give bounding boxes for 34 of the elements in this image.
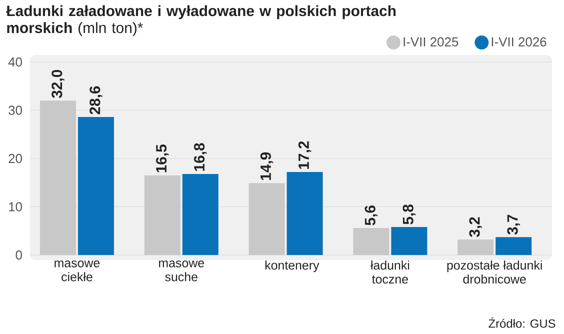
y-tick-label: 30 xyxy=(8,106,22,115)
data-label: 17,2 xyxy=(298,141,312,169)
data-label: 16,5 xyxy=(156,144,169,172)
data-label: 32,0 xyxy=(52,70,64,98)
data-label: 5,6 xyxy=(364,206,378,226)
data-label: 3,2 xyxy=(469,217,482,238)
bar xyxy=(40,100,76,255)
x-tick-label: masowe suche xyxy=(159,260,204,282)
x-tick-label: ładunki toczne xyxy=(370,260,410,284)
data-label: 3,7 xyxy=(507,214,520,235)
bar xyxy=(78,117,114,255)
bar xyxy=(496,237,532,255)
legend-label: I-VII 2026 xyxy=(492,37,546,46)
y-tick-label: 40 xyxy=(8,57,22,67)
bar xyxy=(391,227,428,255)
x-tick-label: masowe ciekłe xyxy=(54,260,100,282)
bar xyxy=(353,228,390,255)
data-label: 28,6 xyxy=(90,86,102,114)
y-tick-label: 10 xyxy=(9,202,22,212)
data-label: 16,8 xyxy=(194,143,207,171)
data-label: 14,9 xyxy=(260,152,274,180)
x-tick-label: kontenery xyxy=(265,260,320,272)
legend-label: I-VII 2025 xyxy=(404,37,458,46)
bar xyxy=(248,183,285,255)
chart-title: Ładunki załadowane i wyładowane w polskich portach morskich (mln ton)* xyxy=(6,5,396,36)
bar xyxy=(286,172,323,255)
text: Źródło: GUS xyxy=(488,317,556,328)
y-tick-label: 20 xyxy=(8,154,22,164)
x-tick-label: pozostałe ładunki drobnicowe xyxy=(447,260,542,284)
y-tick-label: 0 xyxy=(16,250,22,260)
bar xyxy=(144,175,180,255)
bar xyxy=(458,240,494,255)
data-label: 5,8 xyxy=(402,204,416,224)
bar xyxy=(182,174,218,255)
